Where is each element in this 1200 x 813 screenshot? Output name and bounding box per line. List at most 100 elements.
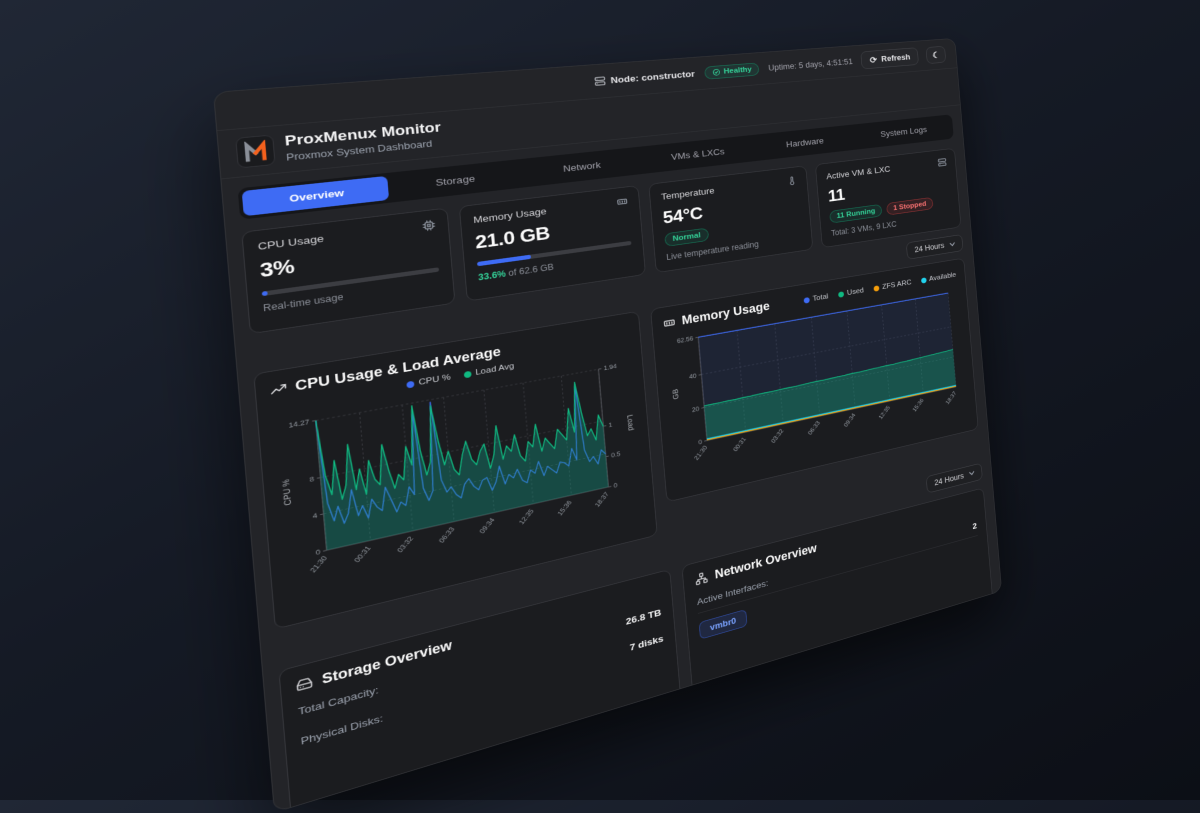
- legend-label-available: Available: [929, 271, 957, 283]
- tab-network[interactable]: Network: [519, 149, 642, 185]
- vm-card-title: Active VM & LXC: [826, 164, 891, 181]
- cpu-usage-card: CPU Usage 3% Real-time usage: [241, 208, 455, 334]
- svg-text:03:32: 03:32: [396, 535, 415, 554]
- hard-drive-icon: [295, 675, 313, 693]
- refresh-icon: ⟳: [870, 55, 878, 64]
- proxmenux-logo: [235, 135, 275, 169]
- svg-text:21:30: 21:30: [692, 444, 709, 461]
- cpu-load-chart-card: CPU Usage & Load Average CPU % Load Avg …: [253, 311, 657, 629]
- active-interfaces-count: 2: [972, 521, 977, 531]
- svg-text:14.27: 14.27: [288, 418, 310, 429]
- svg-text:0: 0: [315, 548, 321, 557]
- svg-text:12:35: 12:35: [518, 508, 536, 526]
- tab-system-logs[interactable]: System Logs: [855, 117, 952, 147]
- cpu-card-title: CPU Usage: [257, 233, 324, 252]
- memory-chart-card: Memory Usage Total Used ZFS ARC Availabl…: [650, 258, 978, 503]
- legend-dot-used: [838, 291, 844, 298]
- cpu-chip-icon: [422, 219, 436, 231]
- chevron-down-icon: [949, 242, 955, 247]
- svg-text:00:31: 00:31: [353, 545, 373, 564]
- vms-stopped-badge: 1 Stopped: [886, 197, 933, 215]
- server-stack-icon: [937, 157, 946, 167]
- svg-text:09:34: 09:34: [842, 412, 857, 428]
- legend-dot-cpu: [407, 380, 415, 388]
- legend-label-total: Total: [812, 293, 828, 303]
- physical-disks-value: 7 disks: [629, 633, 664, 653]
- refresh-label: Refresh: [881, 52, 911, 63]
- legend-dot-available: [921, 277, 927, 283]
- svg-text:CPU %: CPU %: [281, 478, 294, 507]
- memory-stick-icon: [663, 316, 676, 329]
- refresh-button[interactable]: ⟳ Refresh: [861, 47, 920, 69]
- svg-text:15:36: 15:36: [556, 499, 573, 517]
- memory-progress-fill: [477, 255, 531, 267]
- time-range-select-1[interactable]: 24 Hours: [906, 234, 963, 259]
- tilted-dashboard-scene: Node: constructor Healthy Uptime: 5 days…: [213, 38, 1002, 813]
- time-range-2-label: 24 Hours: [934, 471, 964, 487]
- svg-text:09:34: 09:34: [478, 517, 496, 535]
- svg-text:06:33: 06:33: [437, 526, 456, 544]
- svg-text:18:37: 18:37: [944, 390, 958, 406]
- theme-toggle-button[interactable]: ☾: [926, 46, 946, 64]
- check-circle-icon: [712, 68, 721, 76]
- legend-dot-load: [464, 370, 472, 378]
- svg-text:4: 4: [312, 512, 318, 520]
- moon-icon: ☾: [932, 50, 940, 59]
- thermometer-icon: [787, 175, 798, 186]
- temperature-card-title: Temperature: [661, 185, 715, 201]
- total-capacity-value: 26.8 TB: [625, 607, 661, 627]
- legend-dot-total: [803, 297, 809, 304]
- memory-stick-icon: [616, 196, 628, 207]
- svg-text:12:35: 12:35: [877, 404, 891, 420]
- svg-text:20: 20: [692, 405, 700, 414]
- health-badge: Healthy: [704, 62, 760, 79]
- temperature-card: Temperature 54°C Normal Live temperature…: [648, 165, 813, 273]
- svg-text:06:33: 06:33: [806, 419, 821, 436]
- svg-text:40: 40: [689, 372, 697, 381]
- svg-text:0.5: 0.5: [611, 450, 621, 459]
- memory-card-title: Memory Usage: [473, 206, 547, 225]
- logo-m-icon: [241, 140, 269, 164]
- time-range-1-label: 24 Hours: [914, 241, 944, 254]
- svg-text:18:37: 18:37: [594, 491, 611, 508]
- svg-text:1.94: 1.94: [603, 363, 617, 372]
- memory-total-label: of 62.6 GB: [505, 262, 554, 279]
- svg-text:03:32: 03:32: [769, 427, 785, 444]
- cpu-progress-fill: [262, 291, 268, 296]
- node-indicator: Node: constructor: [594, 69, 695, 87]
- trending-up-icon: [270, 381, 288, 397]
- svg-text:00:31: 00:31: [731, 436, 747, 453]
- memory-usage-caption: 33.6% of 62.6 GB: [478, 251, 633, 283]
- svg-text:21:30: 21:30: [309, 554, 330, 573]
- interface-badge[interactable]: vmbr0: [699, 609, 747, 639]
- svg-text:1: 1: [608, 421, 613, 429]
- svg-text:0: 0: [698, 438, 702, 446]
- legend-label-zfs-arc: ZFS ARC: [882, 279, 912, 291]
- server-icon: [594, 76, 606, 87]
- header-titles: ProxMenux Monitor Proxmox System Dashboa…: [284, 120, 442, 163]
- svg-text:0: 0: [613, 482, 618, 490]
- memory-usage-card: Memory Usage 21.0 GB 33.6% of 62.6 GB: [459, 185, 646, 301]
- vms-running-badge: 11 Running: [829, 204, 882, 224]
- health-label: Healthy: [723, 65, 752, 75]
- chevron-down-icon: [969, 471, 975, 477]
- memory-percent-label: 33.6%: [478, 269, 506, 283]
- svg-text:15:36: 15:36: [911, 397, 925, 413]
- tab-storage[interactable]: Storage: [387, 162, 521, 200]
- legend-dot-zfs-arc: [873, 285, 879, 291]
- dashboard-panel: Node: constructor Healthy Uptime: 5 days…: [213, 38, 1002, 813]
- network-icon: [695, 571, 709, 586]
- svg-text:8: 8: [309, 475, 315, 483]
- tab-overview[interactable]: Overview: [242, 176, 389, 216]
- active-vm-lxc-card: Active VM & LXC 11 11 Running 1 Stopped …: [815, 148, 961, 248]
- network-overview-card: Network Overview Active Interfaces: 2 vm…: [682, 487, 995, 718]
- svg-text:Load: Load: [625, 414, 635, 431]
- tab-hardware[interactable]: Hardware: [752, 127, 856, 159]
- tab-vms-lxcs[interactable]: VMs & LXCs: [640, 138, 753, 172]
- legend-label-used: Used: [847, 287, 864, 297]
- node-label: Node: constructor: [610, 69, 695, 86]
- svg-text:GB: GB: [671, 388, 680, 400]
- svg-text:62.56: 62.56: [677, 334, 694, 344]
- uptime-label: Uptime: 5 days, 4:51:51: [768, 57, 853, 72]
- main-content: Overview Storage Network VMs & LXCs Hard…: [221, 105, 1002, 813]
